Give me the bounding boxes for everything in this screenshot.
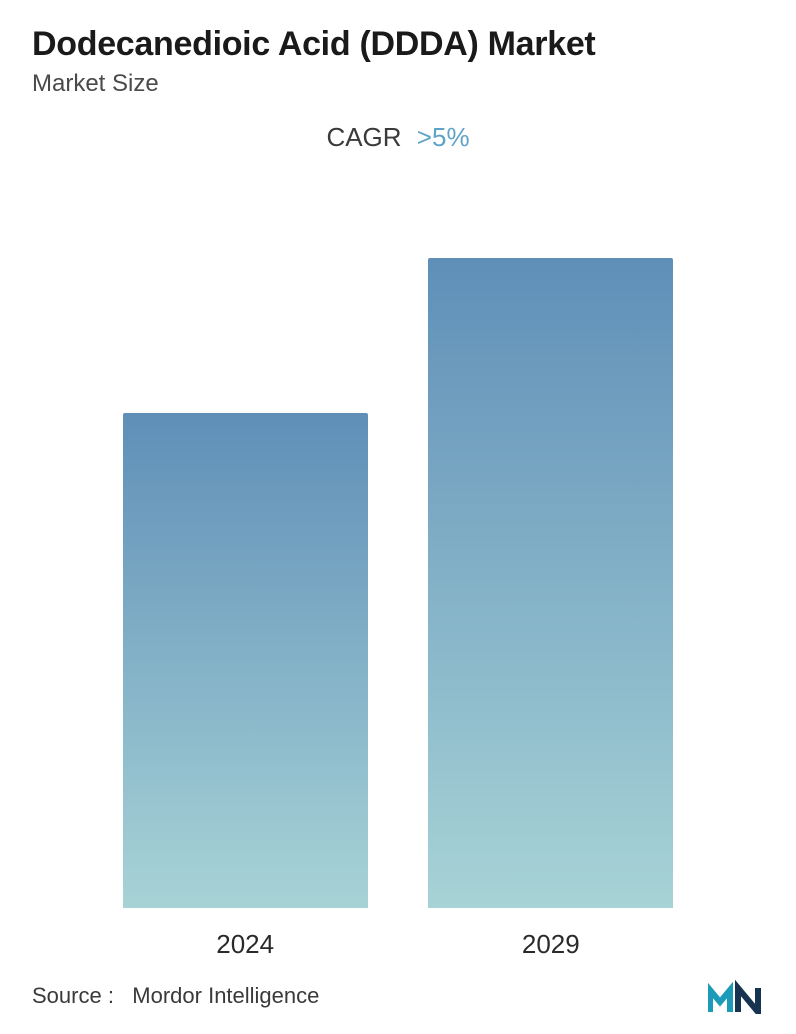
cagr-label: CAGR	[326, 122, 401, 152]
x-axis-labels: 2024 2029	[32, 929, 764, 960]
mn-logo-icon	[708, 978, 764, 1014]
footer: Source : Mordor Intelligence	[32, 978, 764, 1014]
bars-wrap	[32, 177, 764, 908]
source-name: Mordor Intelligence	[132, 983, 319, 1008]
brand-logo	[708, 978, 764, 1014]
bar-2029	[428, 258, 673, 908]
chart-container: Dodecanedioic Acid (DDDA) Market Market …	[0, 0, 796, 1034]
x-label: 2024	[123, 929, 368, 960]
chart-area: 2024 2029	[32, 177, 764, 978]
chart-title: Dodecanedioic Acid (DDDA) Market	[32, 24, 764, 64]
chart-subtitle: Market Size	[32, 70, 764, 98]
bar-2024	[123, 413, 368, 908]
source-text: Source : Mordor Intelligence	[32, 983, 319, 1009]
x-label: 2029	[428, 929, 673, 960]
bar-group	[428, 258, 673, 908]
bar-group	[123, 413, 368, 908]
source-label: Source :	[32, 983, 114, 1008]
cagr-value: >5%	[409, 122, 470, 152]
cagr-row: CAGR >5%	[32, 122, 764, 153]
